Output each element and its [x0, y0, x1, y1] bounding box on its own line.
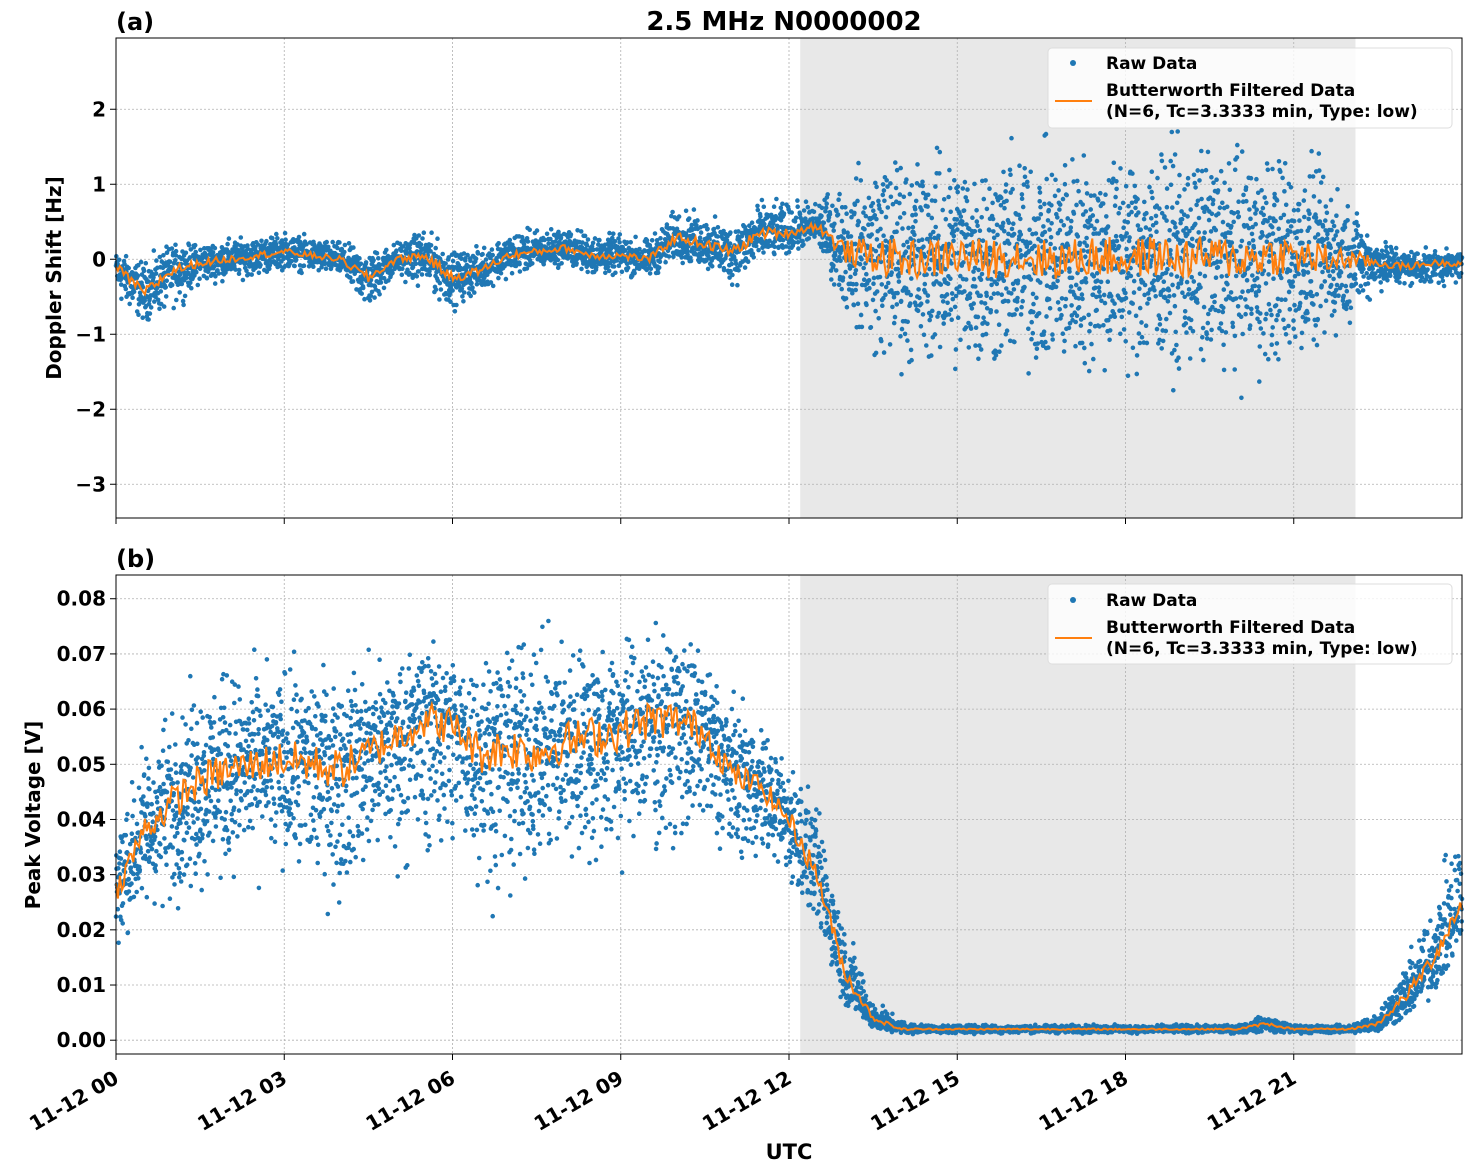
- y-tick-label: 0.01: [57, 973, 106, 997]
- x-tick-label: 11-12 15: [866, 1066, 964, 1136]
- y-tick-label: −2: [75, 397, 106, 421]
- panel-b-axes: [115, 574, 1463, 1055]
- panel-a-axes: [115, 37, 1463, 519]
- legend-filtered-label-1: Butterworth Filtered Data: [1106, 618, 1355, 638]
- panel-b-ylabel: Peak Voltage [V]: [21, 721, 45, 910]
- x-tick-label: 11-12 06: [361, 1066, 459, 1136]
- figure-title: 2.5 MHz N0000002: [646, 7, 921, 37]
- y-tick-label: 0.00: [57, 1028, 106, 1052]
- legend-raw-label: Raw Data: [1106, 591, 1197, 611]
- x-tick-label: 11-12 12: [698, 1066, 796, 1136]
- legend-raw-marker: [1070, 60, 1076, 66]
- filtered-data-line: [115, 220, 1463, 297]
- x-tick-label: 11-12 21: [1203, 1066, 1301, 1136]
- x-tick-label: 11-12 00: [25, 1066, 123, 1136]
- y-tick-label: 0.05: [57, 752, 106, 776]
- legend-raw-marker: [1070, 597, 1076, 603]
- panel-b-legend: Raw Data Butterworth Filtered Data (N=6,…: [1047, 583, 1453, 665]
- y-tick-label: 2: [92, 97, 106, 121]
- y-tick-label: 0.06: [57, 697, 106, 721]
- legend-filtered-label-1: Butterworth Filtered Data: [1106, 81, 1355, 101]
- x-axis-label: UTC: [766, 1140, 813, 1164]
- raw-data-points: [113, 129, 1465, 401]
- panel-a-legend: Raw Data Butterworth Filtered Data (N=6,…: [1047, 47, 1453, 129]
- y-tick-label: 0.07: [57, 642, 106, 666]
- y-tick-label: 0.08: [57, 587, 106, 611]
- legend-box: [1047, 47, 1453, 129]
- filtered-data-line: [115, 700, 1463, 1032]
- panel-a-doppler: (a) Doppler Shift [Hz] −3 −2 −1 0 1 2 Raw Dat…: [42, 8, 1465, 524]
- y-tick-label: 0: [92, 247, 106, 271]
- x-tick-label: 11-12 18: [1034, 1066, 1132, 1136]
- y-tick-label: 0.02: [57, 918, 106, 942]
- legend-filtered-label-2: (N=6, Tc=3.3333 min, Type: low): [1106, 639, 1418, 659]
- y-tick-label: −1: [75, 322, 106, 346]
- y-tick-label: 0.04: [57, 807, 106, 831]
- x-tick-label: 11-12 09: [530, 1066, 628, 1136]
- panel-b-label: (b): [116, 545, 155, 573]
- y-tick-label: 1: [92, 172, 106, 196]
- panel-a-label: (a): [116, 8, 154, 36]
- panel-b-voltage: (b) Peak Voltage [V] 0.00 0.01 0.02 0.03 0.0…: [21, 545, 1465, 1136]
- panel-a-ylabel: Doppler Shift [Hz]: [42, 176, 66, 380]
- y-tick-label: 0.03: [57, 863, 106, 887]
- legend-box: [1047, 583, 1453, 665]
- legend-raw-label: Raw Data: [1106, 54, 1197, 74]
- y-tick-label: −3: [75, 472, 106, 496]
- legend-filtered-label-2: (N=6, Tc=3.3333 min, Type: low): [1106, 102, 1418, 122]
- x-tick-label: 11-12 03: [193, 1066, 291, 1136]
